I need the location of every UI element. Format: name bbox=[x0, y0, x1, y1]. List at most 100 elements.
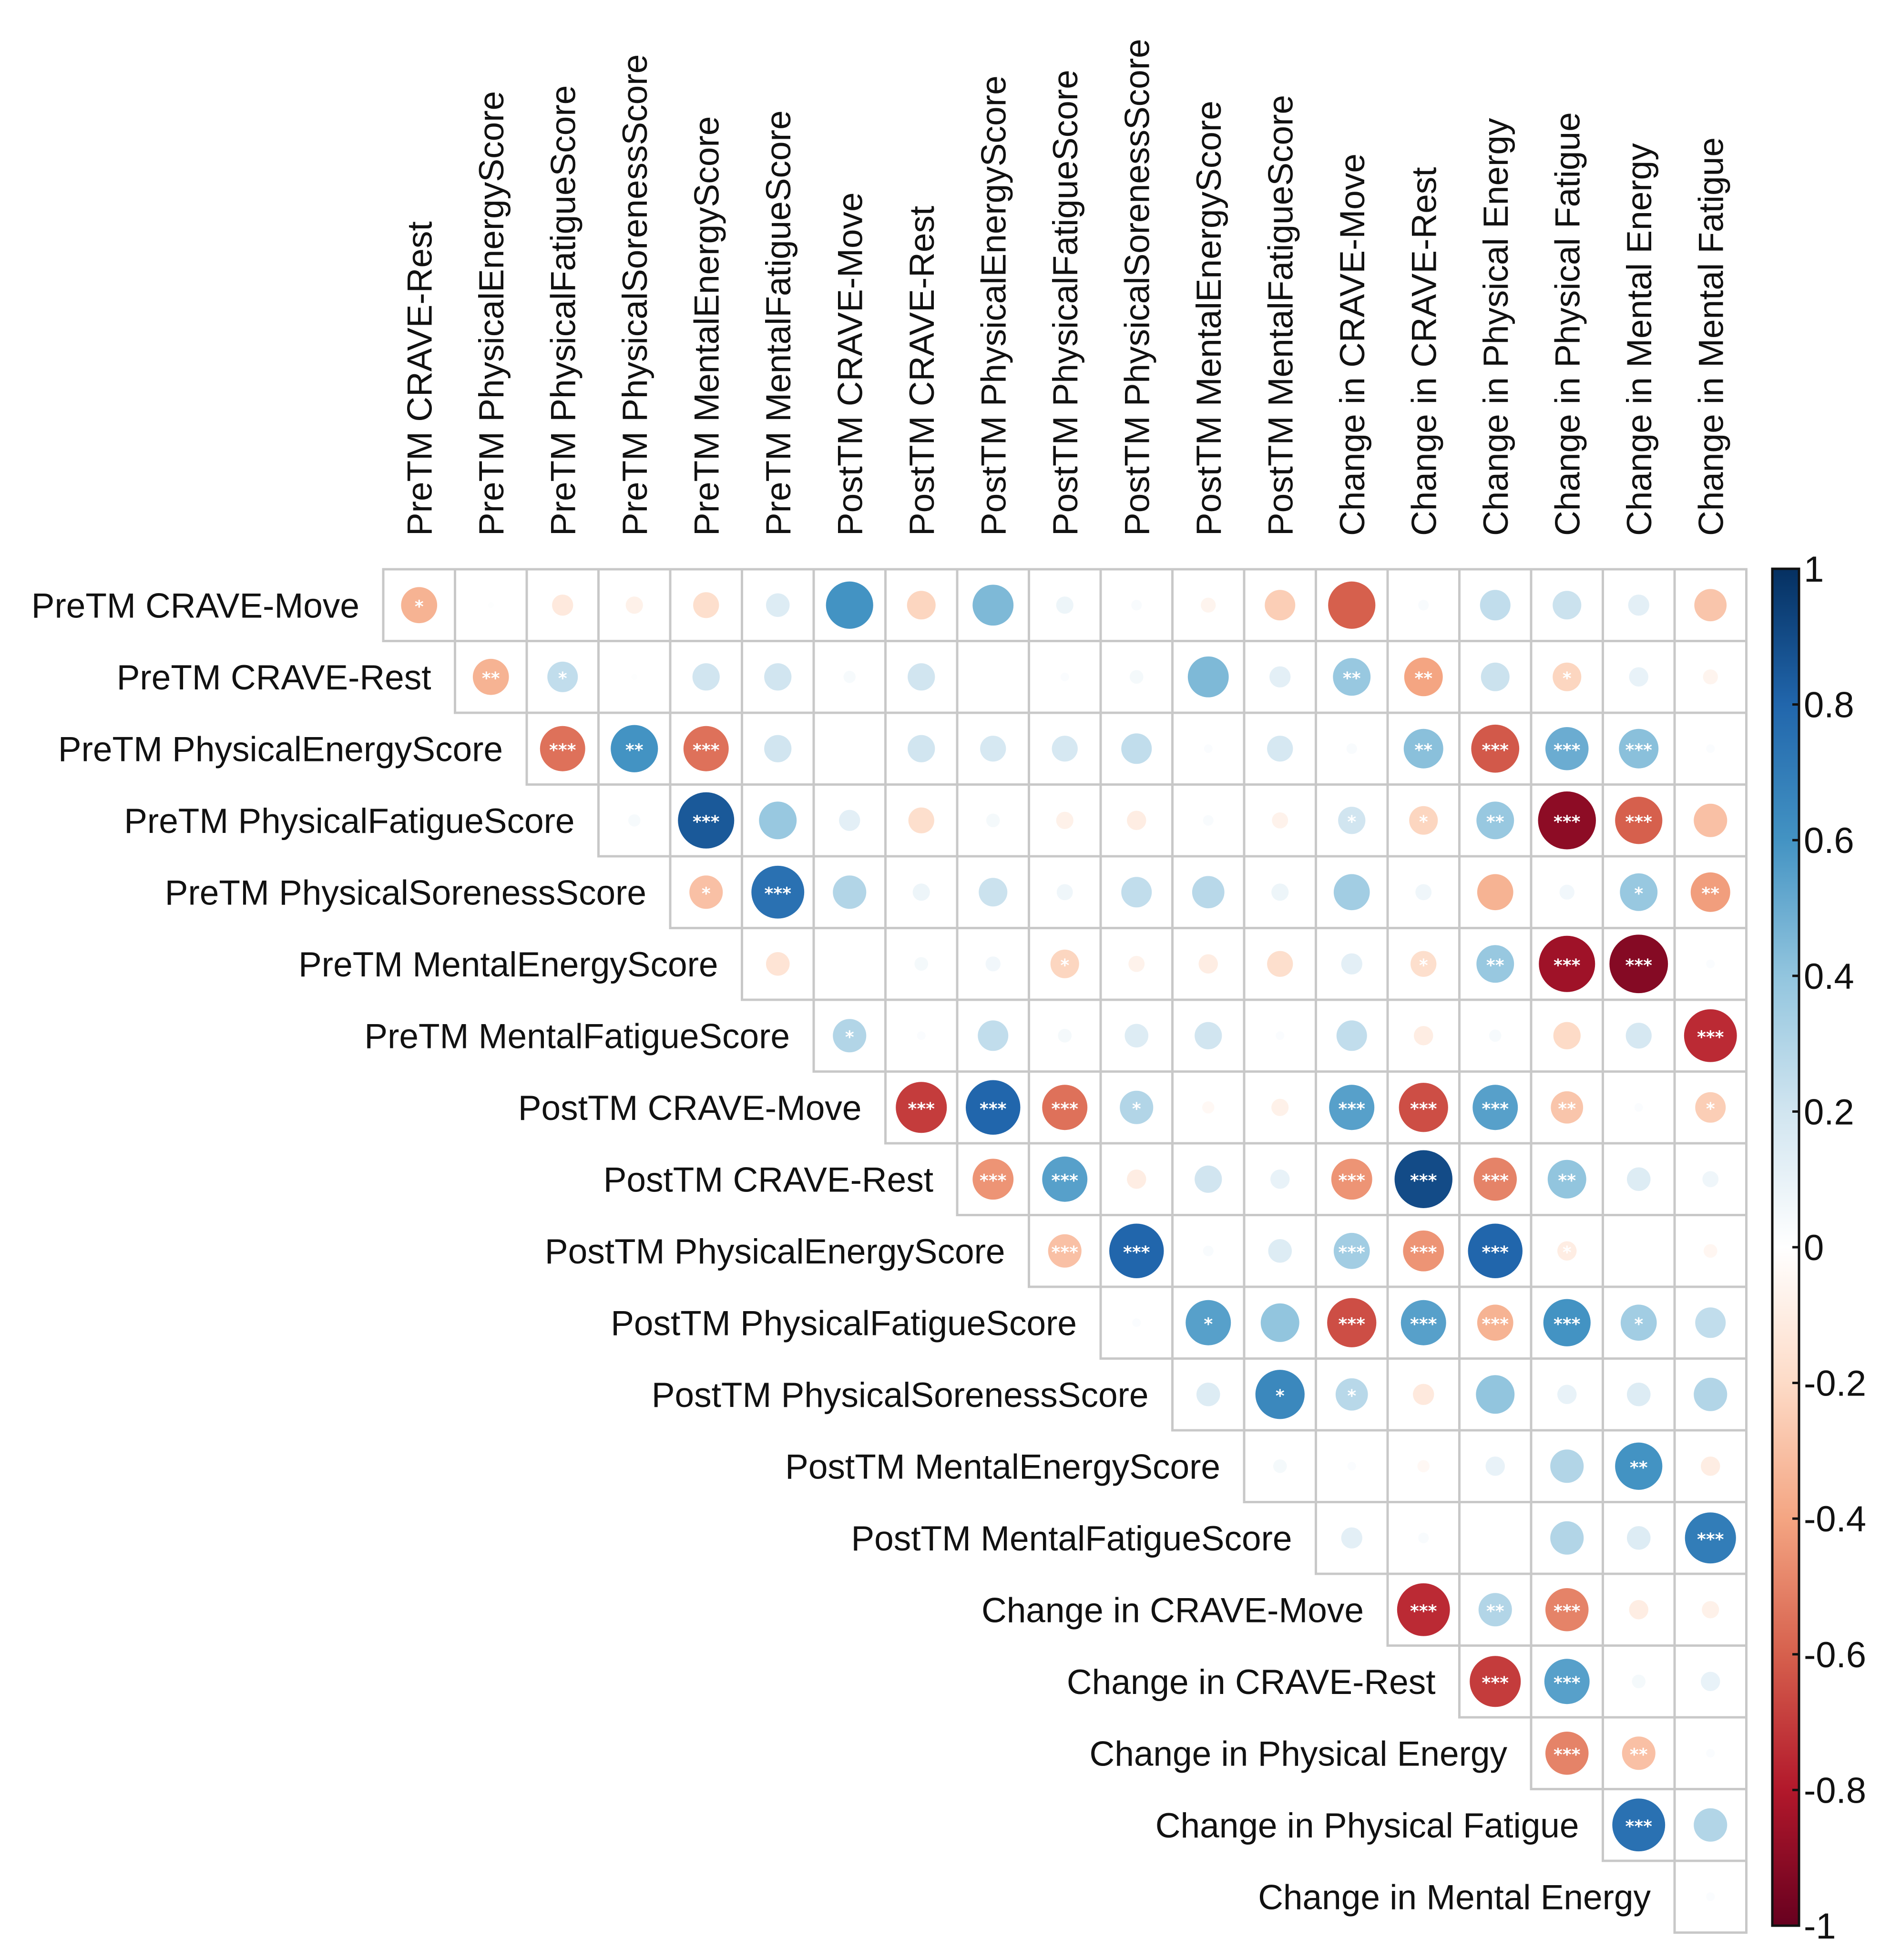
matrix-cell bbox=[1602, 1572, 1676, 1647]
significance-stars: *** bbox=[1410, 1601, 1437, 1621]
correlation-circle bbox=[979, 878, 1008, 907]
correlation-circle bbox=[972, 1159, 1014, 1200]
column-label: PreTM PhysicalSorenessScore bbox=[616, 54, 654, 536]
significance-stars: *** bbox=[693, 812, 720, 832]
correlation-circle bbox=[1545, 1588, 1589, 1632]
column-label: Change in Physical Energy bbox=[1477, 118, 1515, 536]
row-label: PostTM MentalFatigueScore bbox=[851, 1519, 1292, 1558]
correlation-circle bbox=[1629, 667, 1648, 687]
colorbar-tick-label: 0.6 bbox=[1804, 821, 1854, 861]
correlation-circle bbox=[1399, 1083, 1448, 1132]
column-label: Change in Physical Fatigue bbox=[1549, 112, 1587, 536]
correlation-circle bbox=[631, 674, 638, 680]
correlation-circle bbox=[1201, 597, 1216, 613]
colorbar-tick-label: -0.2 bbox=[1804, 1364, 1866, 1404]
significance-stars: * bbox=[1204, 1314, 1213, 1334]
significance-stars: ** bbox=[1414, 669, 1432, 688]
correlation-circle bbox=[1477, 874, 1513, 911]
correlation-circle bbox=[1706, 959, 1715, 968]
significance-stars: *** bbox=[1410, 1171, 1437, 1190]
correlation-circle bbox=[1476, 801, 1514, 840]
correlation-circle bbox=[1694, 589, 1727, 622]
correlation-circle bbox=[628, 814, 641, 827]
column-label: PostTM CRAVE-Move bbox=[831, 192, 870, 536]
correlation-circle bbox=[1478, 1593, 1512, 1627]
correlation-circle bbox=[1404, 657, 1443, 697]
correlation-circle bbox=[1557, 1241, 1577, 1261]
significance-stars: *** bbox=[1625, 812, 1653, 832]
correlation-circle bbox=[1694, 803, 1727, 837]
correlation-circle bbox=[833, 875, 867, 909]
significance-stars: *** bbox=[1482, 1314, 1509, 1334]
correlation-circle bbox=[611, 725, 658, 772]
matrix-cell bbox=[1458, 1501, 1533, 1575]
correlation-circle bbox=[1056, 811, 1073, 829]
column-label: PostTM MentalEnergyScore bbox=[1190, 101, 1228, 536]
correlation-circle bbox=[1702, 1601, 1719, 1619]
correlation-circle bbox=[1400, 1300, 1446, 1345]
significance-stars: * bbox=[702, 884, 711, 903]
matrix-cell bbox=[884, 568, 959, 642]
correlation-circle bbox=[1553, 591, 1582, 620]
correlation-circle bbox=[1409, 806, 1438, 835]
correlation-circle bbox=[1132, 1318, 1141, 1327]
significance-stars: * bbox=[1419, 956, 1428, 975]
correlation-circle bbox=[907, 591, 936, 620]
significance-stars: * bbox=[845, 1027, 854, 1047]
significance-stars: *** bbox=[1554, 1601, 1581, 1621]
correlation-circle bbox=[1341, 953, 1362, 975]
column-label: PreTM CRAVE-Rest bbox=[401, 221, 440, 536]
significance-stars: * bbox=[1706, 1099, 1715, 1119]
matrix-cell bbox=[956, 640, 1030, 714]
correlation-circle bbox=[1553, 1022, 1581, 1049]
row-label: PostTM MentalEnergyScore bbox=[785, 1448, 1220, 1487]
column-label: Change in Mental Fatigue bbox=[1692, 137, 1731, 536]
column-label: PreTM PhysicalEnergyScore bbox=[472, 91, 511, 536]
significance-stars: *** bbox=[1410, 1243, 1437, 1262]
correlation-circle bbox=[1703, 1244, 1717, 1258]
row-label: Change in CRAVE-Move bbox=[981, 1591, 1364, 1630]
significance-stars: *** bbox=[1339, 1099, 1366, 1119]
correlation-circle bbox=[1333, 1232, 1370, 1269]
correlation-circle bbox=[1609, 934, 1668, 994]
column-label: PostTM PhysicalFatigueScore bbox=[1046, 70, 1085, 536]
significance-stars: *** bbox=[908, 1099, 935, 1119]
correlation-circle bbox=[1634, 1103, 1643, 1112]
correlation-circle bbox=[1473, 1158, 1517, 1201]
correlation-circle bbox=[1547, 1160, 1586, 1199]
correlation-circle bbox=[1335, 1378, 1368, 1411]
significance-stars: * bbox=[1132, 1099, 1141, 1119]
colorbar-tick-label: -0.8 bbox=[1804, 1770, 1866, 1811]
matrix-grid bbox=[382, 568, 1748, 1934]
matrix-cell bbox=[1243, 1429, 1317, 1503]
correlation-circle bbox=[1195, 1022, 1222, 1049]
correlation-circle bbox=[980, 736, 1006, 762]
significance-stars: *** bbox=[1625, 1817, 1653, 1837]
colorbar-legend: 1 0.8 0.6 0.4 0.2 0 -0.2 -0.4 -0.6 -0.8 -1 bbox=[1771, 549, 1866, 1947]
column-label: PreTM MentalEnergyScore bbox=[688, 116, 726, 536]
correlation-circle bbox=[1417, 1460, 1430, 1473]
colorbar-tick-label: 0 bbox=[1804, 1228, 1824, 1268]
significance-stars: * bbox=[1276, 1386, 1285, 1406]
correlation-circle bbox=[896, 1082, 947, 1133]
correlation-circle bbox=[1265, 590, 1296, 621]
significance-stars: * bbox=[1563, 1243, 1572, 1262]
correlation-circle bbox=[1695, 1092, 1726, 1123]
correlation-circle bbox=[1267, 951, 1293, 977]
correlation-circle bbox=[966, 1080, 1021, 1135]
correlation-circle bbox=[986, 813, 1000, 828]
correlation-circle bbox=[1685, 1512, 1736, 1564]
column-label: Change in CRAVE-Rest bbox=[1405, 167, 1444, 536]
correlation-circle bbox=[1539, 935, 1595, 992]
colorbar-tick-label: 0.4 bbox=[1804, 956, 1854, 997]
correlation-circle bbox=[1203, 1245, 1214, 1256]
correlation-circle bbox=[1347, 1462, 1356, 1471]
significance-stars: * bbox=[415, 597, 424, 616]
column-label: PostTM PhysicalSorenessScore bbox=[1118, 39, 1157, 536]
colorbar-tick-label: -0.6 bbox=[1804, 1635, 1866, 1675]
significance-stars: * bbox=[558, 669, 567, 688]
correlation-circle bbox=[1620, 1304, 1657, 1341]
significance-stars: *** bbox=[1123, 1243, 1150, 1262]
correlation-circle bbox=[1615, 797, 1663, 844]
